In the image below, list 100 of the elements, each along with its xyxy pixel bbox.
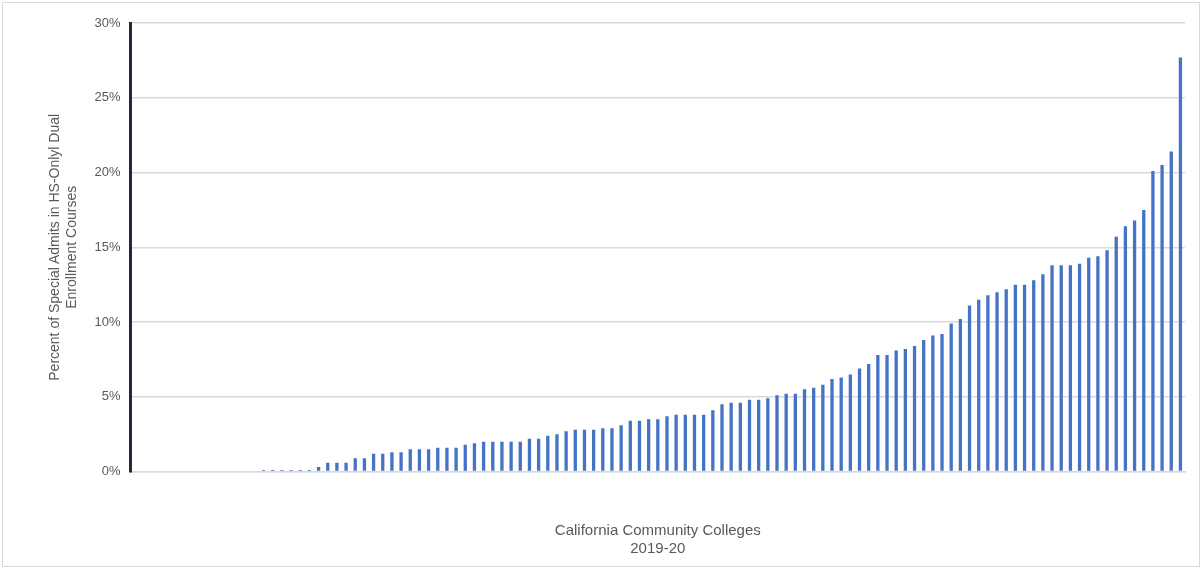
bar [720,404,724,471]
bar [665,416,669,471]
bar [344,462,348,471]
bar [830,378,834,471]
bar [1004,289,1008,471]
bar [683,414,687,471]
bar [821,384,825,471]
bar [1105,250,1109,471]
bar [1114,236,1118,471]
bar [1050,265,1054,471]
bar [1132,220,1137,471]
bar [518,441,522,471]
bar [949,323,953,471]
y-axis-title: Percent of Special Admits in HS-Onlyl Dual Enrollment Courses [46,113,80,381]
bar [885,354,889,471]
bar [491,441,495,471]
bar [857,368,862,471]
bar [802,389,807,471]
bar [591,429,596,471]
bar [958,319,963,471]
bar [1096,256,1100,471]
bar [426,449,431,471]
bar [619,425,623,471]
bar [417,449,422,471]
bar [793,393,797,471]
bar [848,374,852,471]
bar [573,429,577,471]
bar [931,335,935,471]
bar [1041,274,1045,471]
bar [1178,57,1183,471]
bar [546,435,550,471]
bar [775,395,779,471]
bar [692,414,697,471]
bar [1059,265,1063,471]
bar [729,402,733,471]
bar [564,431,568,471]
bar [362,458,367,471]
bar [1151,171,1155,471]
bar [757,399,761,471]
bar [940,334,944,471]
bar [674,414,678,471]
bar [316,467,321,471]
bar [463,444,467,471]
y-tick-label: 5% [101,388,122,404]
bar [335,462,339,471]
bar [876,354,880,471]
y-tick-label: 25% [94,89,122,105]
bar [527,438,532,471]
bar [766,398,770,471]
bar [894,350,898,471]
bar [812,387,816,471]
bar [912,345,917,471]
bar [738,402,742,471]
bar [582,429,587,471]
bar [399,452,403,471]
bar [1142,209,1146,471]
bar [637,420,642,471]
bar [353,458,357,471]
bar [1169,151,1173,471]
bar [784,393,788,471]
bar [977,299,981,471]
bar [967,305,972,471]
bar [445,447,449,471]
bar [436,447,440,471]
y-tick-label: 0% [101,463,122,479]
bar [839,377,843,471]
bar [628,420,632,471]
bar [1032,280,1036,471]
bar [500,441,504,471]
bar [903,348,908,471]
y-tick-label: 10% [94,313,122,329]
bar [601,428,605,471]
bar [867,363,871,471]
x-axis-title: California Community Colleges 2019-20 [554,521,761,557]
bar [702,414,706,471]
bar [986,295,990,471]
bar [1068,265,1073,471]
bar [481,441,486,471]
bar [646,419,651,471]
bar [1160,165,1164,471]
bar [472,443,477,471]
bar [536,438,541,471]
bar [408,449,412,471]
bar [711,410,715,471]
bar [922,340,926,471]
bar [390,452,394,471]
bar [1022,284,1027,471]
bar [656,419,660,471]
y-tick-label: 20% [94,164,122,180]
bar [610,428,614,471]
bar [454,447,458,471]
bar [1013,284,1018,471]
bar [1077,263,1082,471]
bar [1123,226,1128,471]
bar [995,292,999,471]
bar [747,399,752,471]
bar [1087,257,1091,471]
bar [555,434,559,471]
y-tick-label: 30% [94,14,122,30]
y-tick-label: 15% [94,238,122,254]
